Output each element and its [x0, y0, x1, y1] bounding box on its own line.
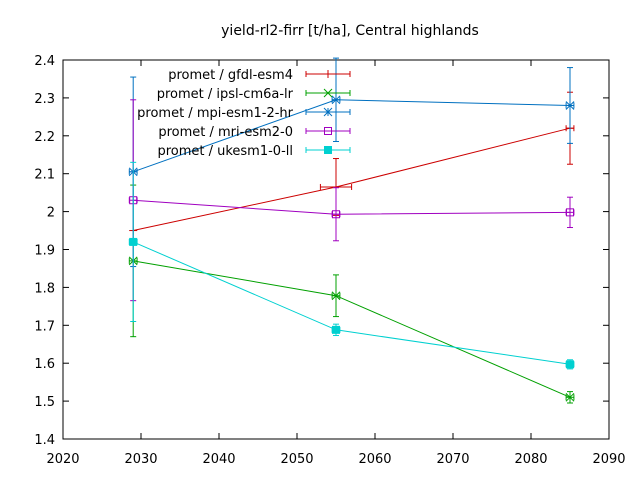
- y-tick-label: 2.3: [34, 92, 55, 107]
- x-tick-label: 2060: [358, 452, 391, 467]
- data-point-marker: [129, 237, 138, 246]
- x-tick-label: 2020: [46, 452, 79, 467]
- y-tick-label: 1.5: [34, 395, 55, 410]
- legend-label: promet / ukesm1-0-ll: [157, 144, 293, 159]
- y-tick-label: 1.7: [34, 319, 55, 334]
- legend-item: promet / ukesm1-0-ll: [157, 144, 351, 159]
- x-tick-label: 2050: [280, 452, 313, 467]
- data-point-marker: [324, 70, 332, 78]
- legend-item: promet / mpi-esm1-2-hr: [137, 106, 351, 121]
- data-point-marker: [566, 360, 574, 369]
- data-point-marker: [331, 291, 341, 301]
- legend: promet / gfdl-esm4 promet / ipsl-cm6a-lr p…: [137, 68, 351, 159]
- y-tick-label: 1.4: [34, 433, 55, 448]
- x-tick-label: 2080: [514, 452, 547, 467]
- x-tick-label: 2030: [124, 452, 157, 467]
- y-tick-label: 1.9: [34, 244, 55, 259]
- y-tick-label: 1.8: [34, 281, 55, 296]
- y-tick-label: 1.6: [34, 357, 55, 372]
- y-tick-label: 2.2: [34, 130, 55, 145]
- data-point-marker: [332, 325, 340, 334]
- data-point-marker: [565, 101, 575, 110]
- data-point-marker: [331, 95, 341, 105]
- chart-title: yield-rl2-firr [t/ha], Central highlands: [221, 23, 479, 39]
- series-layer: [128, 57, 575, 404]
- data-point-marker: [323, 88, 333, 98]
- x-tick-label: 2090: [592, 452, 625, 467]
- legend-label: promet / gfdl-esm4: [168, 68, 293, 83]
- data-point-marker: [332, 210, 340, 219]
- data-point-marker: [565, 392, 575, 402]
- data-point-marker: [323, 107, 333, 117]
- legend-item: promet / ipsl-cm6a-lr: [157, 87, 351, 102]
- legend-item: promet / gfdl-esm4: [168, 68, 351, 83]
- series-line: [133, 241, 571, 365]
- axes: 2020 2030 2040 2050 2060 2070 2080 2090 1.4 1.5 1.…: [34, 54, 625, 467]
- series-5: [128, 161, 575, 370]
- series-line: [133, 199, 571, 215]
- legend-item: promet / mri-esm2-0: [158, 125, 351, 140]
- series-line: [133, 260, 571, 398]
- x-tick-label: 2070: [436, 452, 469, 467]
- y-tick-label: 2.1: [34, 168, 55, 183]
- x-tick-label: 2040: [202, 452, 235, 467]
- data-point-marker: [566, 208, 574, 217]
- y-tick-label: 2.4: [34, 54, 55, 69]
- legend-label: promet / mpi-esm1-2-hr: [137, 106, 293, 121]
- legend-label: promet / mri-esm2-0: [158, 125, 293, 140]
- series-2: [128, 184, 575, 404]
- data-point-marker: [324, 146, 332, 154]
- data-point-marker: [324, 127, 332, 135]
- y-tick-label: 2: [47, 206, 55, 221]
- legend-label: promet / ipsl-cm6a-lr: [157, 87, 294, 102]
